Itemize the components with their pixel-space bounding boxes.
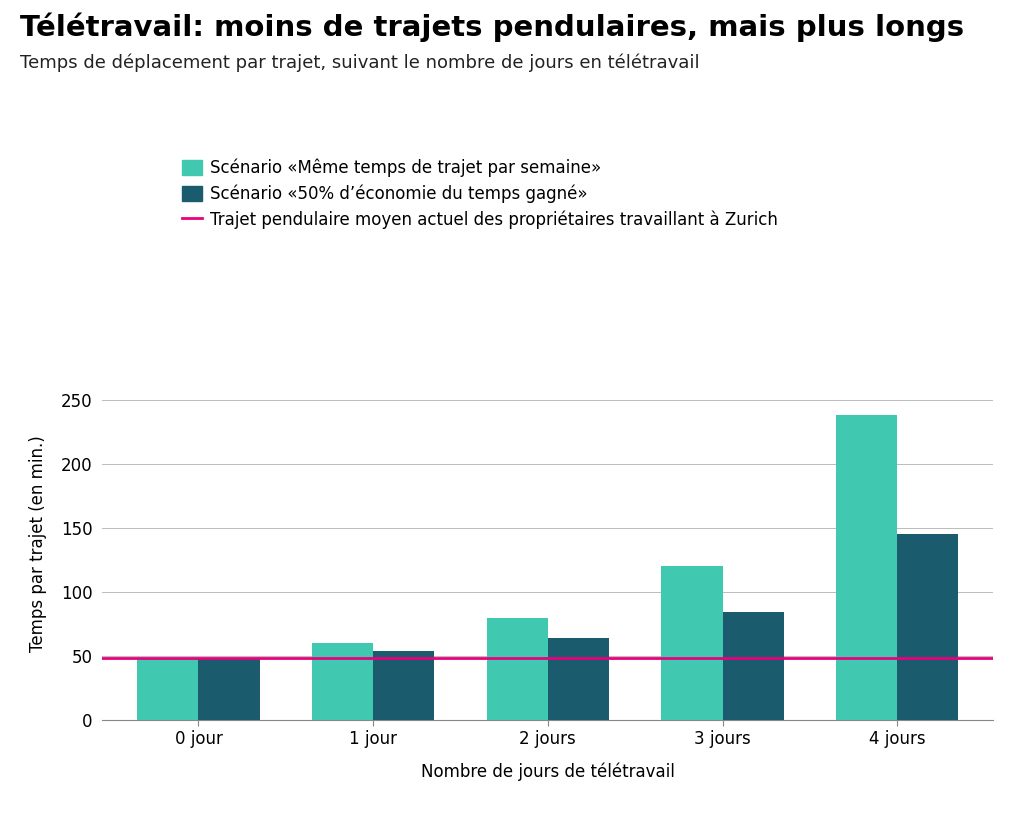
Text: Temps de déplacement par trajet, suivant le nombre de jours en télétravail: Temps de déplacement par trajet, suivant… [20,53,700,72]
Bar [137,658,199,720]
Text: Télétravail: moins de trajets pendulaires, mais plus longs: Télétravail: moins de trajets pendulaire… [20,12,965,42]
Legend: Scénario «Même temps de trajet par semaine», Scénario «50% d’économie du temps g: Scénario «Même temps de trajet par semai… [182,159,778,229]
Bar [199,658,260,720]
Bar [723,613,783,720]
Bar [486,618,548,720]
Bar [662,566,723,720]
Bar [373,651,434,720]
X-axis label: Nombre de jours de télétravail: Nombre de jours de télétravail [421,762,675,780]
Bar [312,643,373,720]
Bar [897,534,958,720]
Bar [836,416,897,720]
Bar [548,638,609,720]
Y-axis label: Temps par trajet (en min.): Temps par trajet (en min.) [29,436,47,652]
